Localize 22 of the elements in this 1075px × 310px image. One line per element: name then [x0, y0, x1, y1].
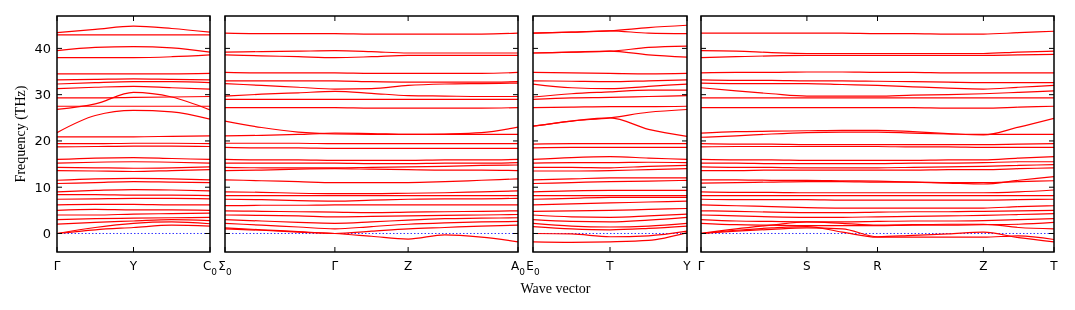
x-tick-label: Z	[404, 259, 413, 273]
x-tick-label: C$_{0}$	[202, 259, 218, 277]
y-tick-label: 0	[42, 226, 51, 242]
x-tick-label: Y	[682, 259, 692, 273]
x-tick-label: R	[873, 259, 882, 273]
x-tick-label: S	[803, 259, 811, 273]
x-tick-label: Γ	[53, 259, 61, 273]
x-tick-label: T	[1049, 259, 1059, 273]
y-tick-label: 30	[34, 87, 51, 103]
x-tick-label: Γ	[331, 259, 339, 273]
y-axis-title: Frequency (THz)	[13, 85, 29, 183]
x-axis-title: Wave vector	[520, 281, 591, 296]
x-tick-label: Γ	[697, 259, 705, 273]
x-tick-label: Z	[979, 259, 988, 273]
y-tick-label: 40	[34, 40, 51, 56]
y-tick-label: 10	[34, 179, 51, 195]
x-tick-label: Y	[128, 259, 138, 273]
x-tick-label: E$_{0}$	[526, 259, 540, 277]
x-tick-label: A$_{0}$	[511, 259, 526, 277]
y-tick-label: 20	[34, 133, 51, 149]
x-tick-label: Σ$_{0}$	[218, 259, 232, 277]
x-tick-label: T	[605, 259, 615, 273]
